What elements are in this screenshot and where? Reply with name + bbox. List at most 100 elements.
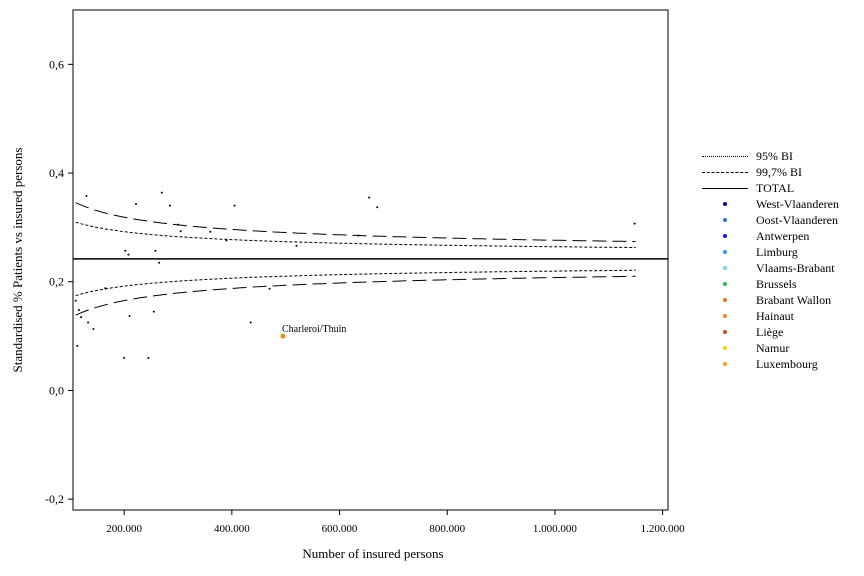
x-axis-label: Number of insured persons [302, 546, 443, 561]
legend-label: Liège [756, 324, 784, 339]
legend-mark [723, 250, 727, 254]
data-point [87, 321, 90, 324]
legend-label: Namur [756, 340, 790, 355]
data-point [92, 328, 95, 331]
legend-dot-swatch [700, 324, 750, 340]
data-point [147, 356, 150, 359]
legend-item: Brussels [700, 276, 860, 292]
data-point [80, 316, 83, 319]
legend-mark [702, 155, 748, 157]
x-tick-label: 600.000 [322, 523, 358, 535]
legend-item: Antwerpen [700, 228, 860, 244]
data-point [77, 309, 80, 311]
legend-line-swatch [700, 164, 750, 180]
data-point [152, 310, 155, 313]
legend-mark [723, 202, 727, 206]
legend-dot-swatch [700, 228, 750, 244]
data-point [85, 194, 88, 197]
x-tick-label: 1.200.000 [641, 523, 686, 535]
legend-item: Vlaams-Brabant [700, 260, 860, 276]
data-point [268, 287, 271, 290]
legend-mark [723, 298, 727, 302]
legend-label: Brussels [756, 276, 797, 291]
data-point [104, 287, 107, 290]
data-point [128, 314, 131, 317]
legend-line-swatch [700, 148, 750, 164]
legend-mark [723, 362, 727, 366]
x-tick-label: 400.000 [214, 523, 250, 535]
y-axis-label: Standardised % Patients vs insured perso… [10, 148, 25, 373]
limit-line-upper [75, 221, 636, 248]
data-points: Charleroi/Thuin [74, 191, 636, 359]
legend-mark [723, 234, 727, 238]
data-point [225, 239, 228, 242]
point-annotation: Charleroi/Thuin [282, 324, 346, 335]
legend-mark [723, 218, 727, 222]
legend-label: Luxembourg [756, 356, 818, 371]
data-point [249, 321, 252, 324]
legend-item: Luxembourg [700, 356, 860, 372]
y-tick-label: 0,6 [49, 57, 64, 71]
data-point [76, 344, 79, 347]
data-point [168, 204, 171, 207]
legend-line-swatch [700, 180, 750, 196]
x-tick-label: 1.000.000 [533, 523, 578, 535]
data-point [368, 196, 371, 199]
data-point [209, 230, 212, 233]
legend-mark [723, 346, 727, 350]
data-point [357, 234, 360, 237]
x-tick-label: 800.000 [429, 523, 465, 535]
data-point [633, 222, 636, 225]
legend-dot-swatch [700, 212, 750, 228]
y-tick-label: -0,2 [45, 492, 64, 506]
data-point [154, 249, 157, 252]
data-point [376, 206, 379, 209]
legend-mark [702, 171, 748, 173]
legend-item: 99,7% BI [700, 164, 860, 180]
x-tick-label: 200.000 [106, 523, 142, 535]
legend-mark [723, 314, 727, 318]
limit-line-lower [75, 269, 636, 297]
limit-line-lower [75, 275, 636, 316]
legend-mark [702, 187, 748, 189]
legend-item: 95% BI [700, 148, 860, 164]
legend-dot-swatch [700, 308, 750, 324]
legend-label: Antwerpen [756, 228, 810, 243]
legend-item: Hainaut [700, 308, 860, 324]
y-tick-label: 0,4 [49, 166, 64, 180]
legend-label: Brabant Wallon [756, 292, 832, 307]
y-axis: -0,2 0,0 0,2 0,4 0,6 [45, 57, 73, 506]
legend-label: West-Vlaanderen [756, 196, 839, 211]
legend-dot-swatch [700, 340, 750, 356]
legend-item: Limburg [700, 244, 860, 260]
limit-lines [75, 202, 636, 316]
legend-item: TOTAL [700, 180, 860, 196]
legend: 95% BI 99,7% BI TOTAL West-Vlaanderen Oost-V… [700, 148, 860, 372]
legend-dot-swatch [700, 260, 750, 276]
data-point [123, 356, 126, 359]
legend-dot-swatch [700, 196, 750, 212]
plot-area-frame [72, 9, 669, 511]
data-point [135, 203, 137, 206]
data-point [160, 191, 163, 194]
legend-label: TOTAL [756, 180, 795, 195]
legend-item: Namur [700, 340, 860, 356]
legend-item: West-Vlaanderen [700, 196, 860, 212]
legend-mark [723, 330, 727, 334]
data-point [124, 249, 127, 252]
legend-item: Oost-Vlaanderen [700, 212, 860, 228]
legend-dot-swatch [700, 356, 750, 372]
legend-dot-swatch [700, 276, 750, 292]
limit-line-upper [75, 202, 636, 242]
legend-mark [723, 282, 727, 286]
data-point [74, 299, 77, 302]
data-point [295, 244, 298, 247]
legend-label: Hainaut [756, 308, 794, 323]
data-point [127, 253, 130, 256]
legend-dot-swatch [700, 292, 750, 308]
data-point [233, 204, 236, 207]
legend-dot-swatch [700, 244, 750, 260]
data-point [280, 333, 286, 339]
y-tick-label: 0,2 [49, 275, 64, 289]
